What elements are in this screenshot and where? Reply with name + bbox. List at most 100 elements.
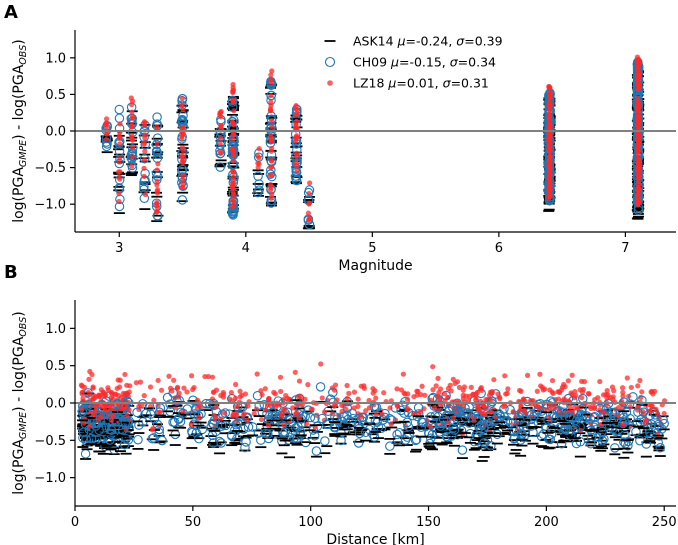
lz18-dot xyxy=(116,191,122,197)
lz18-dot xyxy=(268,133,274,139)
lz18-dot xyxy=(305,217,312,223)
ch09-circle xyxy=(80,449,91,459)
lz18-dot xyxy=(194,397,201,403)
lz18-dot xyxy=(97,393,104,399)
lz18-dot xyxy=(505,386,511,392)
ch09-circle xyxy=(385,441,395,451)
lz18-dot xyxy=(306,200,312,206)
lz18-dot xyxy=(251,411,257,417)
ch09-circle xyxy=(619,412,629,423)
lz18-dot xyxy=(344,382,350,389)
lz18-dot xyxy=(547,102,553,108)
lz18-dot xyxy=(546,139,552,145)
lz18-dot xyxy=(244,417,250,423)
lz18-dot xyxy=(217,135,224,141)
ch09-circle xyxy=(494,409,505,420)
lz18-dot xyxy=(468,384,474,390)
lz18-dot xyxy=(334,397,340,403)
ch09-circle xyxy=(528,412,539,422)
lz18-dot xyxy=(151,397,157,403)
lz18-dot xyxy=(174,385,181,392)
lz18-dot xyxy=(394,386,400,392)
ch09-circle xyxy=(149,414,160,424)
lz18-dot xyxy=(190,386,196,393)
lz18-dot xyxy=(213,414,219,420)
ch09-circle xyxy=(638,407,649,417)
lz18-dot xyxy=(294,168,300,174)
lz18-dot xyxy=(351,405,357,411)
ch09-circle xyxy=(474,422,484,433)
panel-a-legend: ASK14 μ=-0.24, σ=0.39 CH09 μ=-0.15, σ=0.3… xyxy=(324,34,503,91)
ch09-circle xyxy=(564,412,575,422)
lz18-dot xyxy=(136,403,142,410)
lz18-dot xyxy=(635,155,641,161)
ch09-circle xyxy=(620,429,630,440)
lz18-dot xyxy=(521,396,527,402)
lz18-dot xyxy=(129,109,135,115)
lz18-dot xyxy=(166,373,172,379)
lz18-dot xyxy=(103,123,109,129)
lz18-dot xyxy=(268,165,274,171)
ch09-circle xyxy=(438,414,449,425)
lz18-dot xyxy=(154,141,160,147)
ch09-circle xyxy=(336,435,346,446)
lz18-dot xyxy=(116,174,122,180)
lz18-dot xyxy=(573,393,579,399)
y-tick-label: −0.5 xyxy=(34,434,66,449)
lz18-dot xyxy=(269,68,275,74)
lz18-dot xyxy=(269,124,275,130)
lz18-dot xyxy=(123,390,130,396)
lz18-dot xyxy=(388,421,394,427)
lz18-dot xyxy=(268,195,274,201)
lz18-dot xyxy=(230,158,236,164)
panel-b-x-ticks: 0 50 100 150 200 250 xyxy=(71,506,677,530)
lz18-dot xyxy=(188,373,195,379)
lz18-dot xyxy=(230,132,236,139)
lz18-dot xyxy=(158,387,165,393)
lz18-dot xyxy=(419,383,425,389)
lz18-dot xyxy=(550,405,556,411)
lz18-dot xyxy=(370,390,376,396)
ch09-circle xyxy=(641,439,652,449)
lz18-dot xyxy=(179,102,185,108)
x-tick-label: 5 xyxy=(368,241,376,256)
ch09-circle xyxy=(226,431,237,441)
lz18-dot xyxy=(229,204,236,210)
ch09-circle xyxy=(403,421,414,432)
ch09-circle xyxy=(157,435,167,446)
lz18-dot xyxy=(179,95,185,102)
legend-entry-label: LZ18 μ=0.01, σ=0.31 xyxy=(353,76,489,91)
lz18-dot xyxy=(100,389,106,395)
lz18-dot xyxy=(268,157,275,164)
lz18-dot xyxy=(635,75,642,82)
lz18-dot xyxy=(255,153,261,159)
lz18-dot xyxy=(358,383,364,389)
lz18-dot xyxy=(610,394,616,400)
ch09-circle xyxy=(654,421,664,432)
lz18-dot xyxy=(209,374,216,380)
ch09-circle xyxy=(655,442,666,453)
ch09-circle xyxy=(618,418,628,429)
ch09-circle xyxy=(310,413,320,423)
lz18-dot xyxy=(110,413,116,419)
ch09-circle xyxy=(170,429,181,440)
lz18-dot xyxy=(546,174,553,180)
lz18-dot xyxy=(448,388,454,394)
x-tick-label: 3 xyxy=(115,241,123,256)
lz18-dot xyxy=(87,391,93,397)
lz18-dot xyxy=(157,409,163,415)
lz18-dot xyxy=(230,184,236,190)
lz18-dot xyxy=(150,426,156,432)
lz18-dot xyxy=(108,417,115,423)
lz18-dot xyxy=(547,194,553,200)
lz18-dot xyxy=(228,389,234,396)
lz18-dot xyxy=(113,391,119,398)
panel-a-chart: −1.0 −0.5 0.0 0.5 1.0 3 4 5 6 7 Magnitude log(PG… xyxy=(11,30,676,274)
lz18-dot xyxy=(450,415,456,421)
lz18-dot xyxy=(154,209,160,215)
ch09-circle xyxy=(597,436,608,446)
lz18-dot xyxy=(591,405,598,411)
ch09-circle xyxy=(343,414,353,425)
lz18-dot xyxy=(107,404,113,410)
ch09-circle xyxy=(78,427,89,437)
